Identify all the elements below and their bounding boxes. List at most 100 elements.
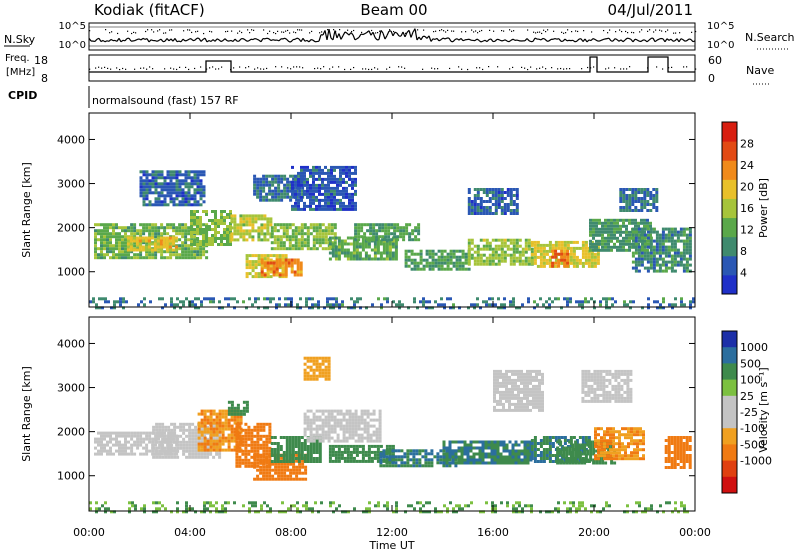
power-cell [419,300,422,304]
velocity-cell [309,439,313,443]
power-cell [667,254,671,258]
power-cell [643,230,646,234]
power-cell [506,244,510,248]
power-cell [664,269,668,273]
power-cell [551,261,555,265]
nsearch-dot [473,31,475,33]
power-cell [199,185,203,189]
power-cell [619,233,622,237]
power-cell [260,232,264,236]
power-cell [515,194,519,197]
velocity-cell [268,446,272,450]
velocity-cell [321,424,325,428]
power-cell [101,306,104,310]
velocity-cell [173,425,177,429]
power-cell [512,297,515,301]
power-cell [619,206,623,209]
velocity-cell [259,425,263,429]
power-cell [165,236,169,240]
velocity-cell [259,459,263,463]
power-cell [324,235,328,239]
power-cell [354,168,357,172]
power-cell [422,303,425,307]
power-cell [355,254,359,258]
power-cell [509,300,512,304]
power-cell [527,241,531,245]
power-cell [142,203,146,207]
power-cell [139,232,143,236]
velocity-cell [256,434,260,438]
nsky-trace-segment [360,33,364,36]
nsky-trace-segment [652,37,656,42]
velocity-cell [289,471,293,475]
power-cell [566,255,570,259]
nsearch-dot [301,29,303,31]
velocity-cell [173,446,177,450]
power-cell [503,253,507,257]
power-cell [283,183,287,187]
nsky-trace-segment [278,38,282,42]
nave-dot [512,66,514,69]
velocity-cell [206,442,210,446]
power-cell [294,207,297,211]
power-cell [339,180,342,184]
power-cell [274,180,278,184]
power-cell [145,185,149,189]
power-cell [357,226,361,230]
velocity-cell [244,434,248,438]
power-cell [652,269,656,273]
power-cell [278,258,282,262]
power-cell [536,240,540,244]
power-cell [211,243,214,246]
power-cell [184,170,188,174]
power-cell [268,192,272,196]
velocity-cell [244,458,248,462]
power-cell [494,209,498,212]
power-cell [351,180,354,184]
power-cell [94,238,97,242]
power-cell [607,236,610,240]
power-cell [226,225,229,228]
nave-label: Nave [746,64,774,77]
power-cell [148,173,152,177]
velocity-cell [142,431,146,435]
power-cell [133,223,137,227]
velocity-cell [274,471,278,475]
power-cell [401,303,404,307]
power-cell [545,243,549,247]
power-cell [357,235,361,239]
nave-dot [377,68,379,70]
velocity-cell [289,474,293,478]
power-cell [187,203,191,207]
power-cell [223,219,226,222]
velocity-cell [357,436,361,440]
velocity-cell [342,430,346,434]
power-cell [294,177,297,181]
power-cell [631,236,635,240]
power-cell [178,194,182,198]
power-cell [365,306,368,310]
power-cell [515,212,519,215]
power-cell [640,236,644,240]
velocity-cell [179,425,183,429]
power-cell [590,255,594,259]
power-cell [345,204,348,208]
velocity-cell [197,421,201,425]
velocity-cell [209,412,213,416]
velocity-cell [97,431,100,435]
nave-dot [350,68,352,71]
power-cell [515,256,519,260]
power-cell [175,170,179,174]
power-cell [655,251,659,255]
power-cell [536,243,540,247]
nsky-trace-segment [476,38,480,41]
velocity-cell [203,421,207,425]
velocity-cell [197,424,201,428]
velocity-cell [253,458,257,462]
nsky-trace-segment [548,38,552,42]
velocity-cell [235,437,239,441]
power-cell [646,257,650,261]
nsearch-dot [445,31,447,33]
power-cell [315,223,319,227]
velocity-cell [303,439,307,442]
